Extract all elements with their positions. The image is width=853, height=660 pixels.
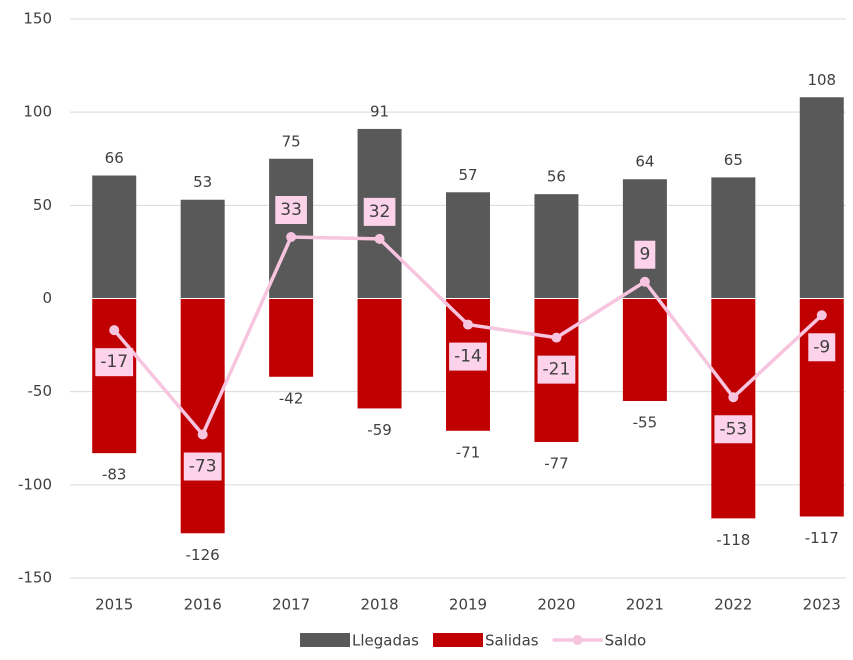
data-label: -53 (719, 419, 747, 439)
point (286, 232, 297, 243)
bar (92, 175, 137, 299)
data-label: 66 (105, 149, 124, 167)
data-label: -71 (456, 443, 481, 461)
data-label: 91 (370, 102, 389, 120)
data-label-box (183, 452, 222, 481)
bar (357, 298, 402, 409)
data-label: -126 (186, 546, 220, 564)
x-tick-label: 2022 (714, 596, 752, 614)
data-label: -17 (100, 352, 128, 372)
x-tick-label: 2023 (803, 596, 841, 614)
bar (180, 199, 225, 299)
bar (711, 177, 756, 299)
data-label: -83 (102, 466, 127, 484)
point (374, 233, 385, 244)
point (551, 332, 562, 343)
bar (269, 158, 314, 299)
x-tick-label: 2017 (272, 596, 310, 614)
data-label: 33 (280, 200, 302, 220)
x-tick-label: 2018 (360, 596, 398, 614)
data-label: 53 (193, 173, 212, 191)
data-label-box (275, 196, 307, 225)
point (816, 310, 827, 321)
x-tick-label: 2020 (537, 596, 575, 614)
data-label: 75 (282, 132, 301, 150)
data-label-box (95, 348, 134, 377)
y-tick-label: 50 (33, 196, 52, 214)
point (639, 276, 650, 287)
data-label-box (808, 333, 836, 362)
bar (534, 194, 579, 299)
data-label-box (363, 197, 396, 226)
point (109, 325, 120, 336)
data-label: 9 (639, 245, 650, 265)
data-label-box (537, 355, 576, 384)
bar (799, 97, 844, 299)
data-label: 56 (547, 168, 566, 186)
data-label: 64 (635, 153, 654, 171)
legend-label: Salidas (485, 632, 539, 650)
data-label: 32 (369, 202, 391, 222)
legend-label: Saldo (605, 632, 647, 650)
data-label-box (714, 415, 753, 444)
y-tick-label: 0 (42, 289, 52, 307)
bar (711, 298, 756, 519)
y-tick-label: -50 (28, 382, 53, 400)
point (463, 319, 473, 330)
data-label: -73 (189, 457, 217, 477)
bar (622, 298, 667, 401)
data-label-box (449, 342, 487, 371)
data-label: -77 (544, 454, 569, 472)
data-label: 57 (458, 166, 477, 184)
bar (269, 298, 314, 377)
legend-swatch (433, 633, 483, 647)
x-tick-label: 2015 (95, 596, 133, 614)
point (197, 429, 208, 440)
data-label: -117 (805, 529, 839, 547)
y-tick-label: 100 (23, 103, 52, 121)
data-label: -55 (633, 413, 658, 431)
data-label-box (634, 240, 656, 269)
x-tick-label: 2019 (449, 596, 487, 614)
legend-label: Llegadas (352, 632, 419, 650)
data-label: -14 (454, 347, 482, 367)
y-tick-label: -150 (18, 569, 52, 587)
data-label: -118 (716, 531, 750, 549)
legend-swatch (572, 635, 583, 645)
x-tick-label: 2021 (626, 596, 664, 614)
data-label: -21 (543, 360, 571, 380)
legend-swatch (300, 633, 350, 647)
point (728, 392, 739, 403)
bar (446, 192, 490, 299)
data-label: -9 (813, 337, 830, 357)
data-label: -59 (367, 421, 392, 439)
y-tick-label: -100 (18, 475, 52, 493)
data-label: 65 (724, 151, 743, 169)
data-label: -42 (279, 389, 304, 407)
y-tick-label: 150 (23, 10, 52, 28)
x-tick-label: 2016 (184, 596, 222, 614)
data-label: 108 (807, 71, 836, 89)
